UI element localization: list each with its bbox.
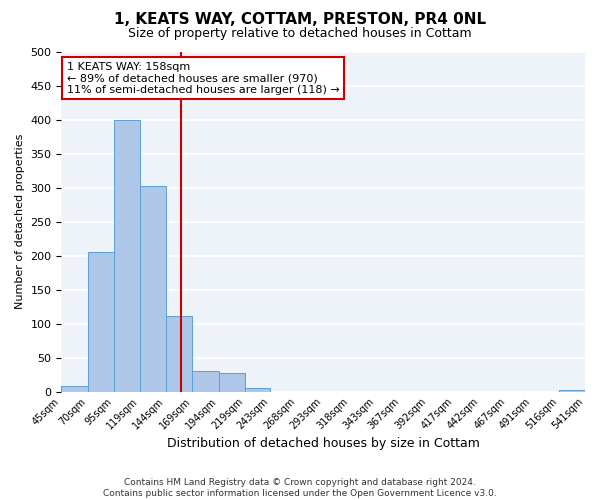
Bar: [193, 372, 218, 392]
Bar: [166, 316, 193, 392]
Bar: [245, 388, 271, 392]
Bar: [140, 186, 166, 392]
Text: 1 KEATS WAY: 158sqm
← 89% of detached houses are smaller (970)
11% of semi-detac: 1 KEATS WAY: 158sqm ← 89% of detached ho…: [67, 62, 340, 95]
Bar: [61, 386, 88, 392]
Text: Contains HM Land Registry data © Crown copyright and database right 2024.
Contai: Contains HM Land Registry data © Crown c…: [103, 478, 497, 498]
Text: Size of property relative to detached houses in Cottam: Size of property relative to detached ho…: [128, 28, 472, 40]
Text: 1, KEATS WAY, COTTAM, PRESTON, PR4 0NL: 1, KEATS WAY, COTTAM, PRESTON, PR4 0NL: [114, 12, 486, 28]
Bar: [218, 374, 245, 392]
X-axis label: Distribution of detached houses by size in Cottam: Distribution of detached houses by size …: [167, 437, 479, 450]
Bar: [88, 252, 114, 392]
Bar: [559, 390, 585, 392]
Bar: [114, 120, 140, 392]
Y-axis label: Number of detached properties: Number of detached properties: [15, 134, 25, 310]
